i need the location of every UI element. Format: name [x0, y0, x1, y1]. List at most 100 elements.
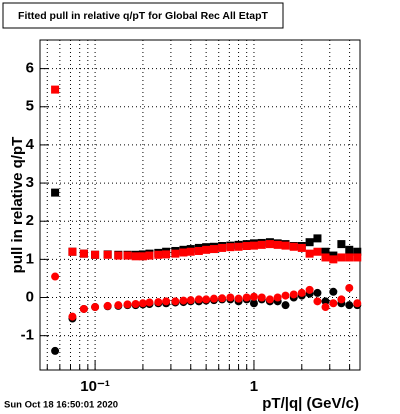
point	[329, 299, 338, 308]
point	[234, 294, 243, 303]
x-tick-label: 10⁻¹	[80, 378, 110, 395]
point	[171, 297, 180, 306]
point	[186, 296, 195, 305]
x-tick-label: 1	[250, 378, 258, 395]
point	[103, 250, 112, 259]
title-box	[2, 2, 284, 29]
y-axis-label: pull in relative q/pT	[9, 137, 26, 274]
point	[281, 241, 290, 250]
point	[138, 252, 147, 261]
point	[91, 250, 100, 259]
point	[329, 255, 338, 264]
y-tick-label: 6	[26, 60, 34, 77]
point	[353, 247, 362, 256]
point	[202, 245, 211, 254]
point	[289, 290, 298, 299]
point	[162, 250, 171, 259]
point	[249, 241, 258, 250]
y-tick-label: 1	[26, 250, 34, 267]
point	[313, 234, 322, 243]
point	[242, 242, 251, 251]
point	[313, 297, 322, 306]
point	[68, 247, 77, 256]
point	[337, 240, 346, 249]
point	[265, 240, 274, 249]
point	[145, 298, 154, 307]
y-tick-label: 2	[26, 212, 34, 229]
point	[289, 242, 298, 251]
point	[257, 293, 266, 302]
footer: Sun Oct 18 16:50:01 2020	[4, 400, 118, 411]
point	[186, 247, 195, 256]
point	[321, 297, 330, 306]
point	[154, 250, 163, 259]
point	[114, 251, 123, 260]
point	[297, 243, 306, 252]
point	[321, 253, 330, 262]
point	[145, 251, 154, 260]
point	[281, 291, 290, 300]
point	[51, 346, 60, 355]
point	[234, 242, 243, 251]
point	[305, 238, 314, 247]
point	[154, 298, 163, 307]
point	[273, 240, 282, 249]
point	[353, 253, 362, 262]
point	[51, 188, 60, 197]
point	[123, 300, 132, 309]
point	[79, 249, 88, 258]
point	[194, 295, 203, 304]
point	[305, 249, 314, 258]
point	[265, 295, 274, 304]
point	[249, 299, 258, 308]
point	[345, 283, 354, 292]
point	[202, 295, 211, 304]
x-axis-label: pT/|q| (GeV/c)	[262, 395, 359, 412]
point	[103, 301, 112, 310]
point	[337, 253, 346, 262]
point	[218, 243, 227, 252]
point	[329, 287, 338, 296]
point	[313, 247, 322, 256]
y-tick-label: 0	[26, 288, 34, 305]
point	[209, 294, 218, 303]
point	[91, 303, 100, 312]
point	[305, 285, 314, 294]
point	[345, 245, 354, 254]
point	[353, 299, 362, 308]
point	[51, 85, 60, 94]
point	[273, 293, 282, 302]
point	[179, 248, 188, 257]
point	[179, 296, 188, 305]
point	[345, 301, 354, 310]
point	[321, 303, 330, 312]
point	[114, 301, 123, 310]
point	[313, 288, 322, 297]
y-tick-label: 3	[26, 174, 34, 191]
point	[131, 300, 140, 308]
y-tick-label: 4	[26, 136, 35, 153]
plot-frame	[39, 39, 361, 371]
point	[226, 293, 235, 302]
point	[123, 251, 132, 260]
point	[68, 312, 77, 321]
point	[138, 299, 147, 308]
point	[321, 247, 330, 256]
point	[162, 297, 171, 306]
point	[194, 246, 203, 255]
point	[337, 295, 346, 304]
point	[171, 249, 180, 258]
point	[345, 253, 354, 262]
y-tick-label: -1	[21, 327, 34, 344]
point	[226, 243, 235, 252]
chart-title: Fitted pull in relative q/pT for Global …	[18, 10, 268, 22]
point	[218, 294, 227, 303]
point	[79, 304, 88, 313]
point	[297, 288, 306, 297]
point	[249, 292, 258, 301]
point	[131, 252, 140, 261]
point	[209, 245, 218, 254]
point	[281, 301, 290, 310]
point	[51, 272, 60, 281]
